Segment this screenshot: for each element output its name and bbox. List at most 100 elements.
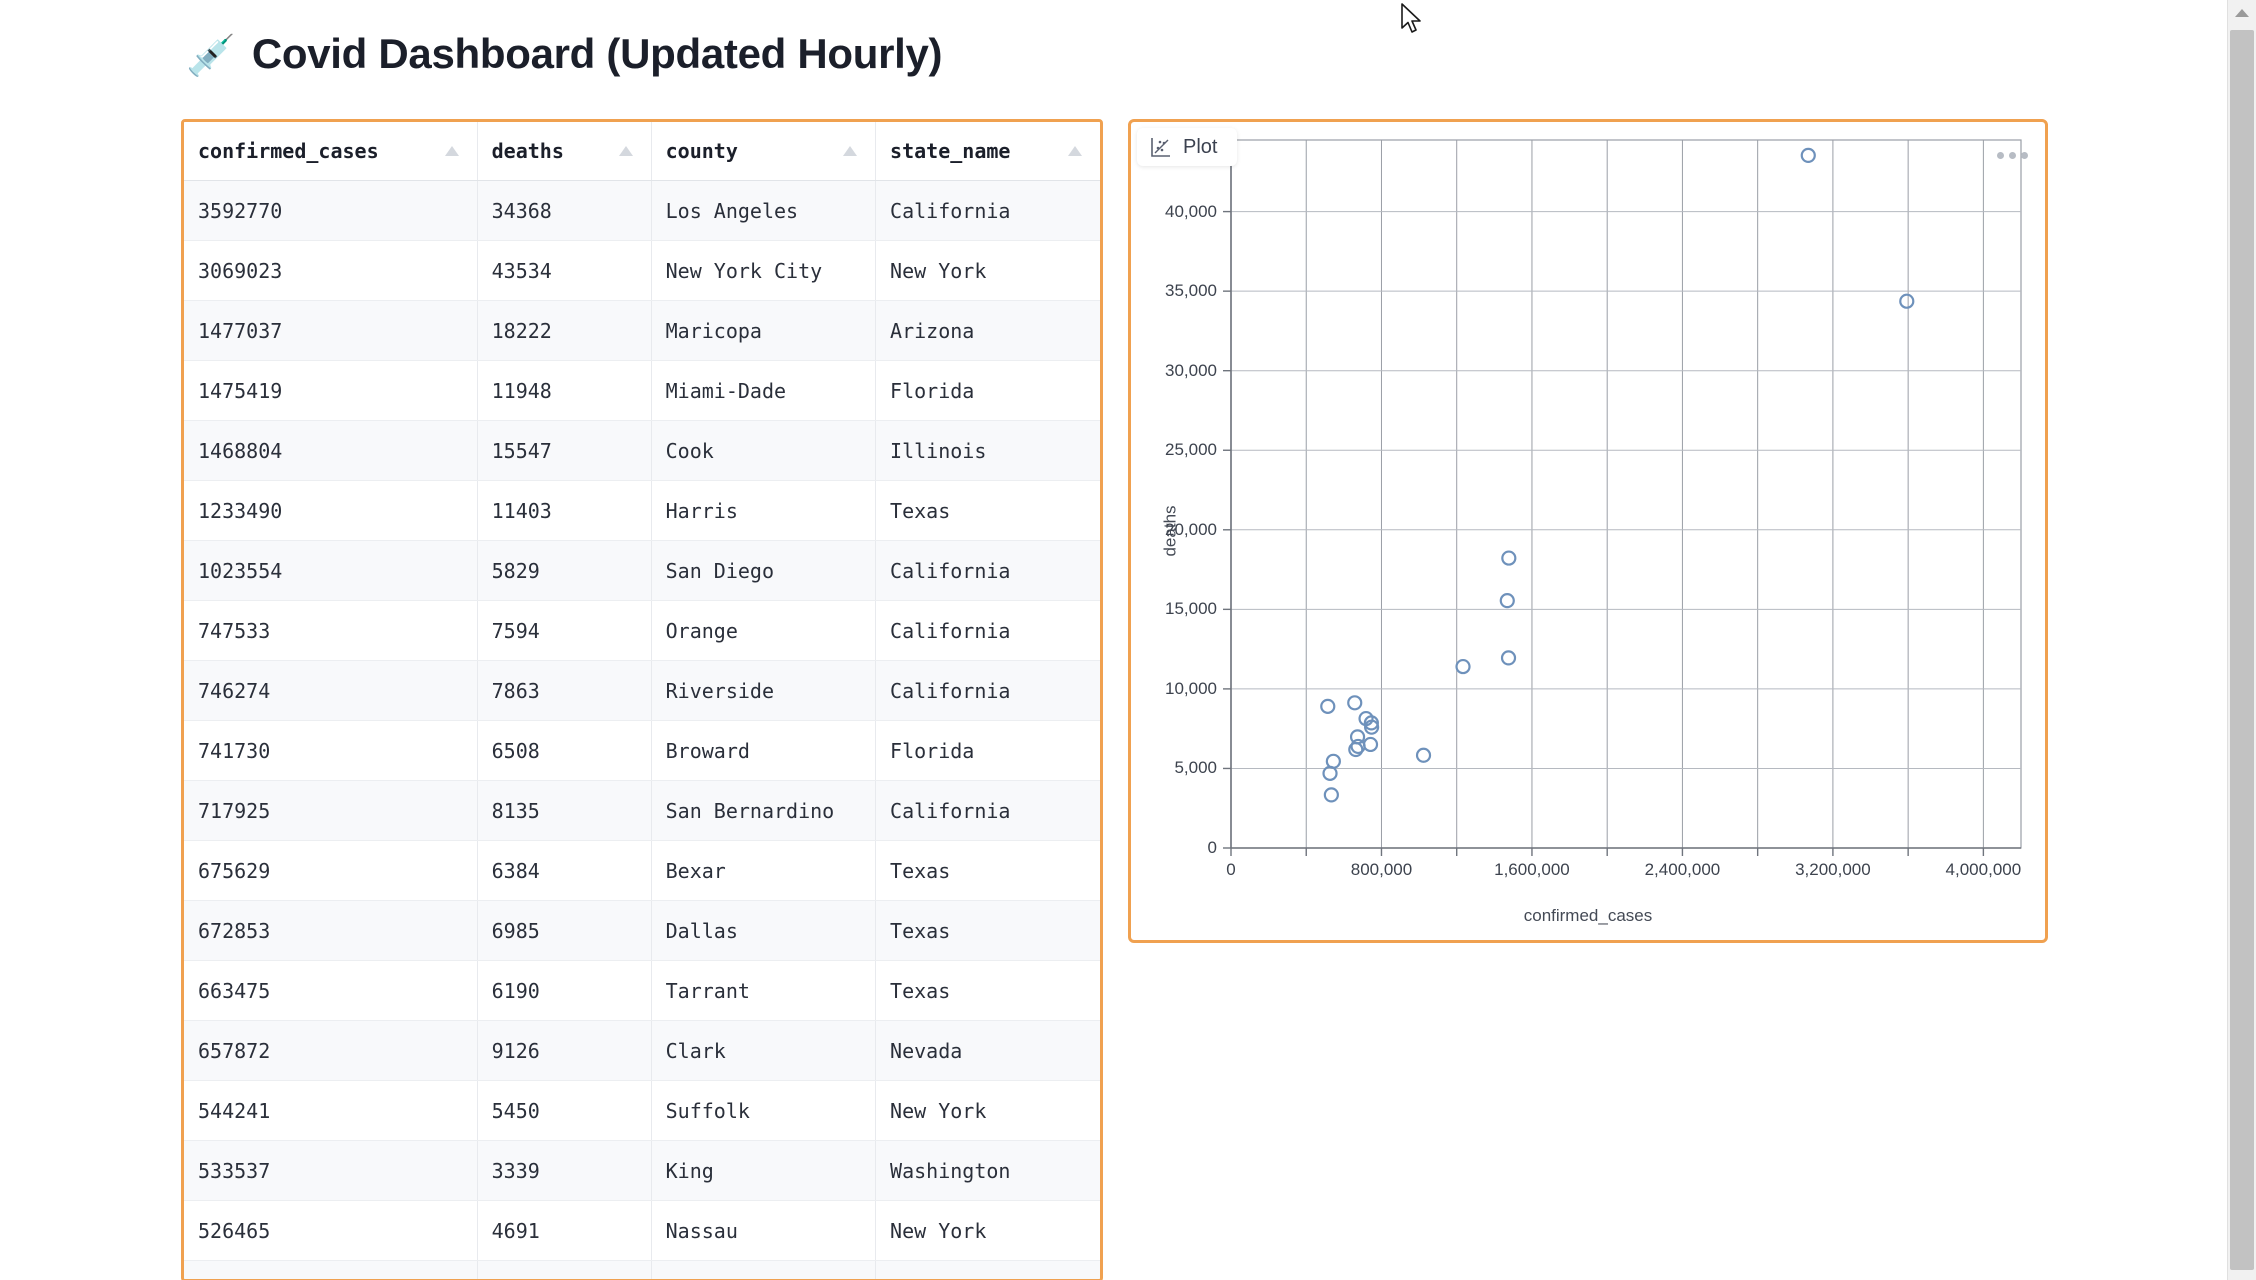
y-tick-label: 15,000 [1165,599,1217,619]
cell-confirmed_cases: 1477037 [184,300,478,361]
scatter-point: Cook, Illinois [1499,593,1515,609]
table-row[interactable]: 1468804 15547 Cook Illinois [184,420,1100,481]
table-row[interactable]: 526465 4691 Nassau New York [184,1200,1100,1261]
kebab-menu-icon[interactable] [1989,132,2035,178]
table-row[interactable]: 663475 6190 Tarrant Texas [184,960,1100,1021]
table-row[interactable]: 1477037 18222 Maricopa Arizona [184,300,1100,361]
vertical-scroll-thumb[interactable] [2230,30,2254,1270]
x-tick-label: 1,600,000 [1494,860,1570,879]
table-row[interactable]: 675629 6384 Bexar Texas [184,840,1100,901]
cell-county: Dallas [651,900,877,961]
table-body: 3592770 34368 Los Angeles California 3069023… [184,180,1100,1279]
table-row[interactable]: 533537 3339 King Washington [184,1140,1100,1201]
cell-state_name: Illinois [875,420,1100,481]
table-row[interactable]: 3592770 34368 Los Angeles California [184,180,1100,241]
scatter-point: Nassau, New York [1322,765,1338,781]
cell-state_name: Florida [875,720,1100,781]
table-header-row: confirmed_cases deaths county [184,122,1100,181]
cell-confirmed_cases: 1023554 [184,540,478,601]
column-header-deaths[interactable]: deaths [477,122,652,181]
x-tick-label: 4,000,000 [1945,860,2022,879]
cell-state_name: Arizona [875,300,1100,361]
cell-county: Clark [651,1020,877,1081]
cell-state_name: Texas [875,900,1100,961]
x-tick-label: 2,400,000 [1644,860,1721,879]
cell-deaths: 3339 [477,1140,652,1201]
table-row[interactable]: 741730 6508 Broward Florida [184,720,1100,781]
cell-county: Tarrant [651,960,877,1021]
plot-card: Plot Los Angeles, California New York Cit… [1128,119,2048,943]
cell-county: Harris [651,480,877,541]
table-row[interactable]: 657872 9126 Clark Nevada [184,1020,1100,1081]
cell-confirmed_cases: 544241 [184,1080,478,1141]
table-row[interactable]: 672853 6985 Dallas Texas [184,900,1100,961]
cell-state_name: Michigan [875,1260,1100,1279]
cell-deaths: 6508 [477,720,652,781]
cell-deaths: 11403 [477,480,652,541]
cell-county: Broward [651,720,877,781]
y-tick-label: 10,000 [1165,678,1217,698]
scatter-point: Los Angeles, California [1899,293,1915,309]
sort-triangle-icon[interactable] [618,146,633,156]
column-header-state-name[interactable]: state_name [875,122,1100,181]
cell-county: Los Angeles [651,180,877,241]
cell-confirmed_cases: 657872 [184,1020,478,1081]
cell-confirmed_cases: 675629 [184,840,478,901]
x-tick-label: 3,200,000 [1795,860,1871,879]
syringe-icon: 💉 [186,34,236,78]
table-row[interactable]: 1475419 11948 Miami-Dade Florida [184,360,1100,421]
cell-state_name: New York [875,240,1100,301]
column-header-county[interactable]: county [651,122,877,181]
tab-plot[interactable]: Plot [1137,128,1238,166]
sort-triangle-icon[interactable] [1068,146,1082,156]
cell-deaths: 4691 [477,1200,652,1261]
y-tick-label: 25,000 [1165,440,1217,460]
cell-deaths: 6985 [477,900,652,961]
scatter-point: Miami-Dade, Florida [1500,650,1517,666]
table-header: confirmed_cases deaths county [184,122,1100,181]
cell-state_name: New York [875,1200,1100,1261]
cell-county: Riverside [651,660,877,721]
scatter-point: San Bernardino, California [1358,710,1374,727]
cell-county: Maricopa [651,300,877,361]
table-row[interactable]: 3069023 43534 New York City New York [184,240,1100,301]
table-row[interactable]: 1023554 5829 San Diego California [184,540,1100,601]
cell-confirmed_cases: 3069023 [184,240,478,301]
table-row[interactable]: 747533 7594 Orange California [184,600,1100,661]
table-row[interactable]: 1233490 11403 Harris Texas [184,480,1100,541]
cell-state_name: Texas [875,840,1100,901]
page-title: Covid Dashboard (Updated Hourly) [251,30,943,77]
cell-county: San Diego [651,540,877,601]
cell-county: New York City [651,240,877,301]
cell-county: Wayne [651,1260,877,1279]
cell-deaths: 7863 [477,660,652,721]
cell-confirmed_cases: 1475419 [184,360,478,421]
vertical-scrollbar[interactable] [2227,0,2256,1280]
cell-confirmed_cases: 717925 [184,780,478,841]
cell-county: San Bernardino [651,780,877,841]
y-axis-title: deaths [1160,505,1180,557]
table-row[interactable]: 717925 8135 San Bernardino California [184,780,1100,841]
table-row[interactable]: 544241 5450 Suffolk New York [184,1080,1100,1141]
scatter-point: King, Washington [1323,787,1339,803]
cell-deaths: 18222 [477,300,652,361]
table-row[interactable]: 746274 7863 Riverside California [184,660,1100,721]
sort-triangle-icon[interactable] [444,146,459,156]
cell-deaths: 9126 [477,1020,652,1081]
cell-confirmed_cases: 741730 [184,720,478,781]
cell-state_name: Texas [875,960,1100,1021]
sort-triangle-icon[interactable] [843,146,858,156]
y-tick-label: 20,000 [1165,519,1217,539]
column-header-confirmed-cases[interactable]: confirmed_cases [184,122,478,181]
cell-deaths: 6190 [477,960,652,1021]
scroll-up-arrow-icon[interactable] [2228,0,2256,26]
mouse-pointer-icon [1401,3,1421,33]
cell-state_name: California [875,180,1100,241]
table-row[interactable]: 5145128902WayneMichigan [184,1260,1100,1279]
cell-confirmed_cases: 1468804 [184,420,478,481]
cell-state_name: Texas [875,480,1100,541]
scatter-chart: Los Angeles, California New York City, Ne… [1131,122,2045,940]
cell-confirmed_cases: 746274 [184,660,478,721]
cell-deaths: 15547 [477,420,652,481]
